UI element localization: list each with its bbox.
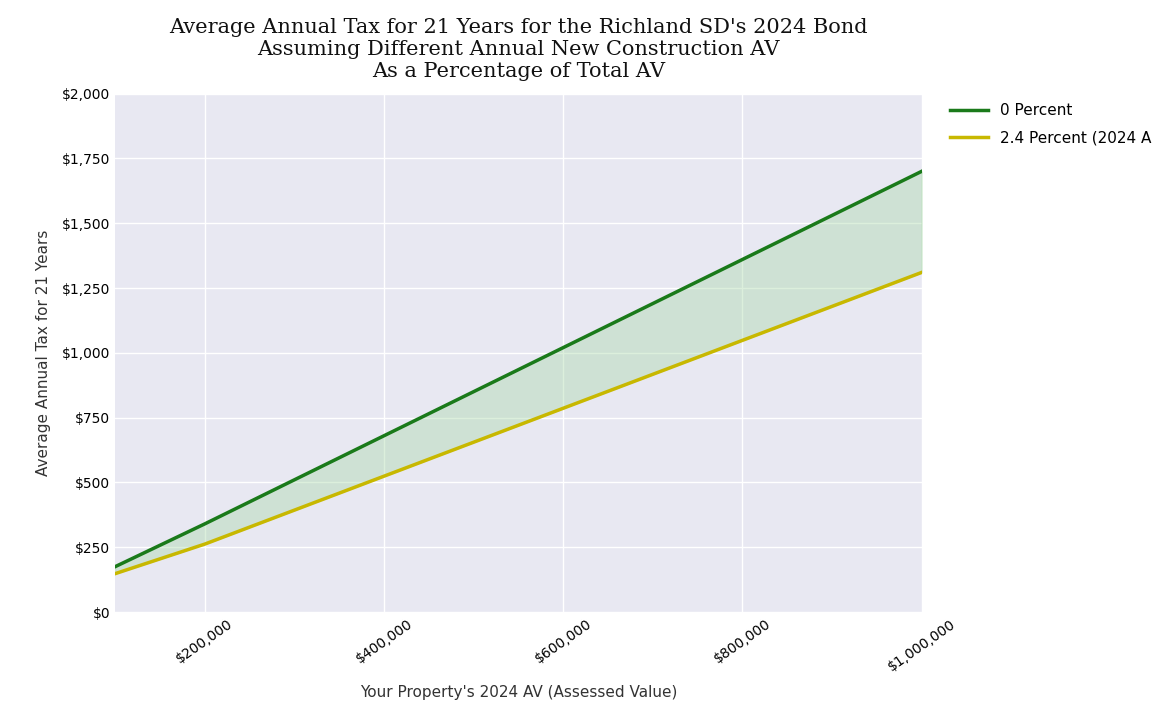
2.4 Percent (2024 Amount) <box>646 370 660 379</box>
0 Percent <box>108 562 122 571</box>
0 Percent <box>825 211 839 220</box>
0 Percent <box>915 167 929 176</box>
2.4 Percent (2024 Amount) <box>108 570 122 578</box>
2.4 Percent (2024 Amount) <box>377 472 391 480</box>
2.4 Percent (2024 Amount) <box>825 302 839 311</box>
0 Percent <box>646 300 660 308</box>
0 Percent <box>556 343 570 352</box>
Title: Average Annual Tax for 21 Years for the Richland SD's 2024 Bond
Assuming Differe: Average Annual Tax for 21 Years for the … <box>169 18 867 81</box>
Line: 2.4 Percent (2024 Amount): 2.4 Percent (2024 Amount) <box>115 272 922 574</box>
Line: 0 Percent: 0 Percent <box>115 171 922 567</box>
2.4 Percent (2024 Amount) <box>198 540 212 549</box>
Legend: 0 Percent, 2.4 Percent (2024 Amount): 0 Percent, 2.4 Percent (2024 Amount) <box>938 91 1152 158</box>
X-axis label: Your Property's 2024 AV (Assessed Value): Your Property's 2024 AV (Assessed Value) <box>359 685 677 700</box>
0 Percent <box>735 255 749 264</box>
2.4 Percent (2024 Amount) <box>467 438 480 446</box>
2.4 Percent (2024 Amount) <box>915 268 929 276</box>
2.4 Percent (2024 Amount) <box>556 404 570 413</box>
0 Percent <box>377 431 391 440</box>
0 Percent <box>198 520 212 528</box>
Y-axis label: Average Annual Tax for 21 Years: Average Annual Tax for 21 Years <box>36 230 51 476</box>
0 Percent <box>288 475 302 484</box>
0 Percent <box>467 387 480 396</box>
2.4 Percent (2024 Amount) <box>288 506 302 515</box>
2.4 Percent (2024 Amount) <box>735 336 749 345</box>
